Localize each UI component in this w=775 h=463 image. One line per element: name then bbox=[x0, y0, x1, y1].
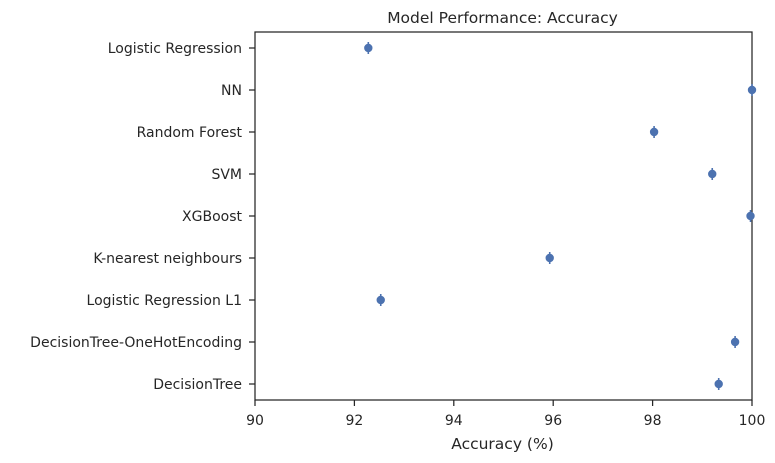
plot-frame bbox=[254, 31, 753, 401]
x-tick-label: 92 bbox=[345, 413, 363, 429]
point-marker bbox=[746, 211, 755, 221]
data-point bbox=[714, 378, 723, 390]
data-markers bbox=[364, 42, 757, 390]
x-axis-label: Accuracy (%) bbox=[451, 435, 554, 453]
data-point bbox=[747, 84, 757, 96]
y-tick-label: NN bbox=[221, 83, 242, 99]
data-point bbox=[649, 126, 659, 138]
y-tick-label: K-nearest neighbours bbox=[93, 251, 242, 267]
data-point bbox=[730, 336, 740, 348]
data-point bbox=[545, 252, 554, 264]
point-marker bbox=[747, 85, 757, 95]
x-axis: 90 92 94 96 98 100 bbox=[246, 400, 765, 429]
y-tick-label: Random Forest bbox=[137, 125, 243, 141]
y-tick-label: XGBoost bbox=[182, 209, 242, 225]
data-point bbox=[364, 42, 373, 54]
x-tick-label: 98 bbox=[644, 413, 662, 429]
point-marker bbox=[545, 253, 554, 263]
y-axis: Logistic Regression NN Random Forest SVM XGB… bbox=[30, 41, 255, 393]
y-tick-label: SVM bbox=[211, 167, 242, 183]
point-marker bbox=[364, 43, 373, 53]
y-tick-label: DecisionTree-OneHotEncoding bbox=[30, 335, 242, 351]
point-marker bbox=[708, 169, 717, 179]
x-tick-label: 100 bbox=[739, 413, 766, 429]
chart-title: Model Performance: Accuracy bbox=[387, 9, 618, 27]
point-marker bbox=[714, 379, 723, 389]
x-tick-label: 96 bbox=[544, 413, 562, 429]
point-marker bbox=[649, 127, 659, 137]
point-marker bbox=[730, 337, 740, 347]
x-tick-label: 90 bbox=[246, 413, 264, 429]
point-marker bbox=[376, 295, 385, 305]
data-point bbox=[708, 168, 717, 180]
y-tick-label: Logistic Regression L1 bbox=[87, 293, 242, 309]
x-tick-label: 94 bbox=[445, 413, 463, 429]
y-tick-label: DecisionTree bbox=[153, 377, 242, 393]
data-point bbox=[746, 210, 755, 222]
data-point bbox=[376, 294, 385, 306]
y-tick-label: Logistic Regression bbox=[108, 41, 242, 57]
